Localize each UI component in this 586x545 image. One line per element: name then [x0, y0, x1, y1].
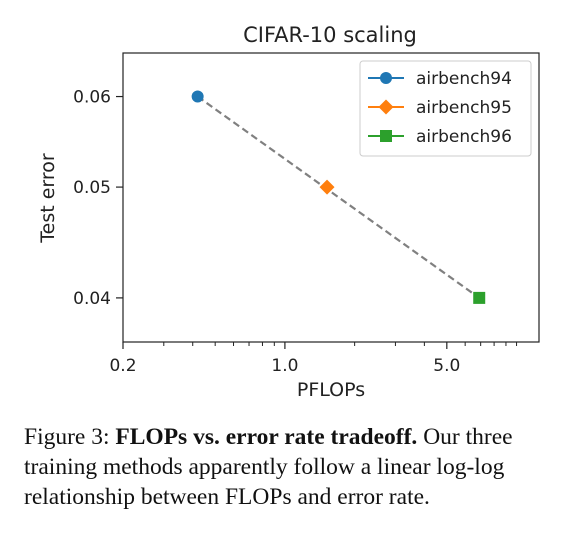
- legend-label: airbench95: [416, 98, 512, 118]
- legend-marker: [378, 99, 394, 115]
- plot-frame: [122, 52, 540, 343]
- plot-axes: 0.2 1.0 5.0 0.04 0.05 0.06: [73, 52, 540, 376]
- figure-caption: Figure 3: FLOPs vs. error rate tradeoff.…: [24, 422, 572, 512]
- chart-title: CIFAR-10 scaling: [243, 23, 417, 47]
- caption-label: Figure 3:: [24, 424, 110, 450]
- x-axis-label: PFLOPs: [297, 379, 365, 401]
- x-tick-label: 5.0: [433, 356, 460, 376]
- legend-label: airbench94: [416, 69, 512, 89]
- trend-line: [196, 95, 480, 299]
- x-tick-label: 0.2: [109, 356, 136, 376]
- data-point-airbench94: [191, 90, 204, 103]
- data-point-airbench95: [319, 179, 335, 195]
- legend-label: airbench96: [416, 127, 512, 147]
- plot-area: [191, 90, 486, 304]
- y-tick-label: 0.05: [73, 178, 111, 198]
- legend-box: [359, 60, 532, 157]
- caption-text: Our three training methods apparently fo…: [24, 424, 513, 510]
- caption-bold-title: FLOPs vs. error rate tradeoff.: [115, 424, 418, 450]
- y-tick-label: 0.04: [73, 289, 111, 309]
- data-point-airbench96: [473, 291, 486, 304]
- y-axis-label: Test error: [37, 153, 59, 244]
- legend: airbench94 airbench95 airbench96: [359, 60, 532, 157]
- x-tick-label: 1.0: [271, 356, 298, 376]
- y-tick-label: 0.06: [73, 88, 111, 108]
- legend-marker: [380, 130, 392, 142]
- chart-figure: CIFAR-10 scaling 0.2 1.0 5.0 0.04 0.05 0.06 P…: [37, 23, 540, 401]
- legend-marker: [380, 72, 392, 84]
